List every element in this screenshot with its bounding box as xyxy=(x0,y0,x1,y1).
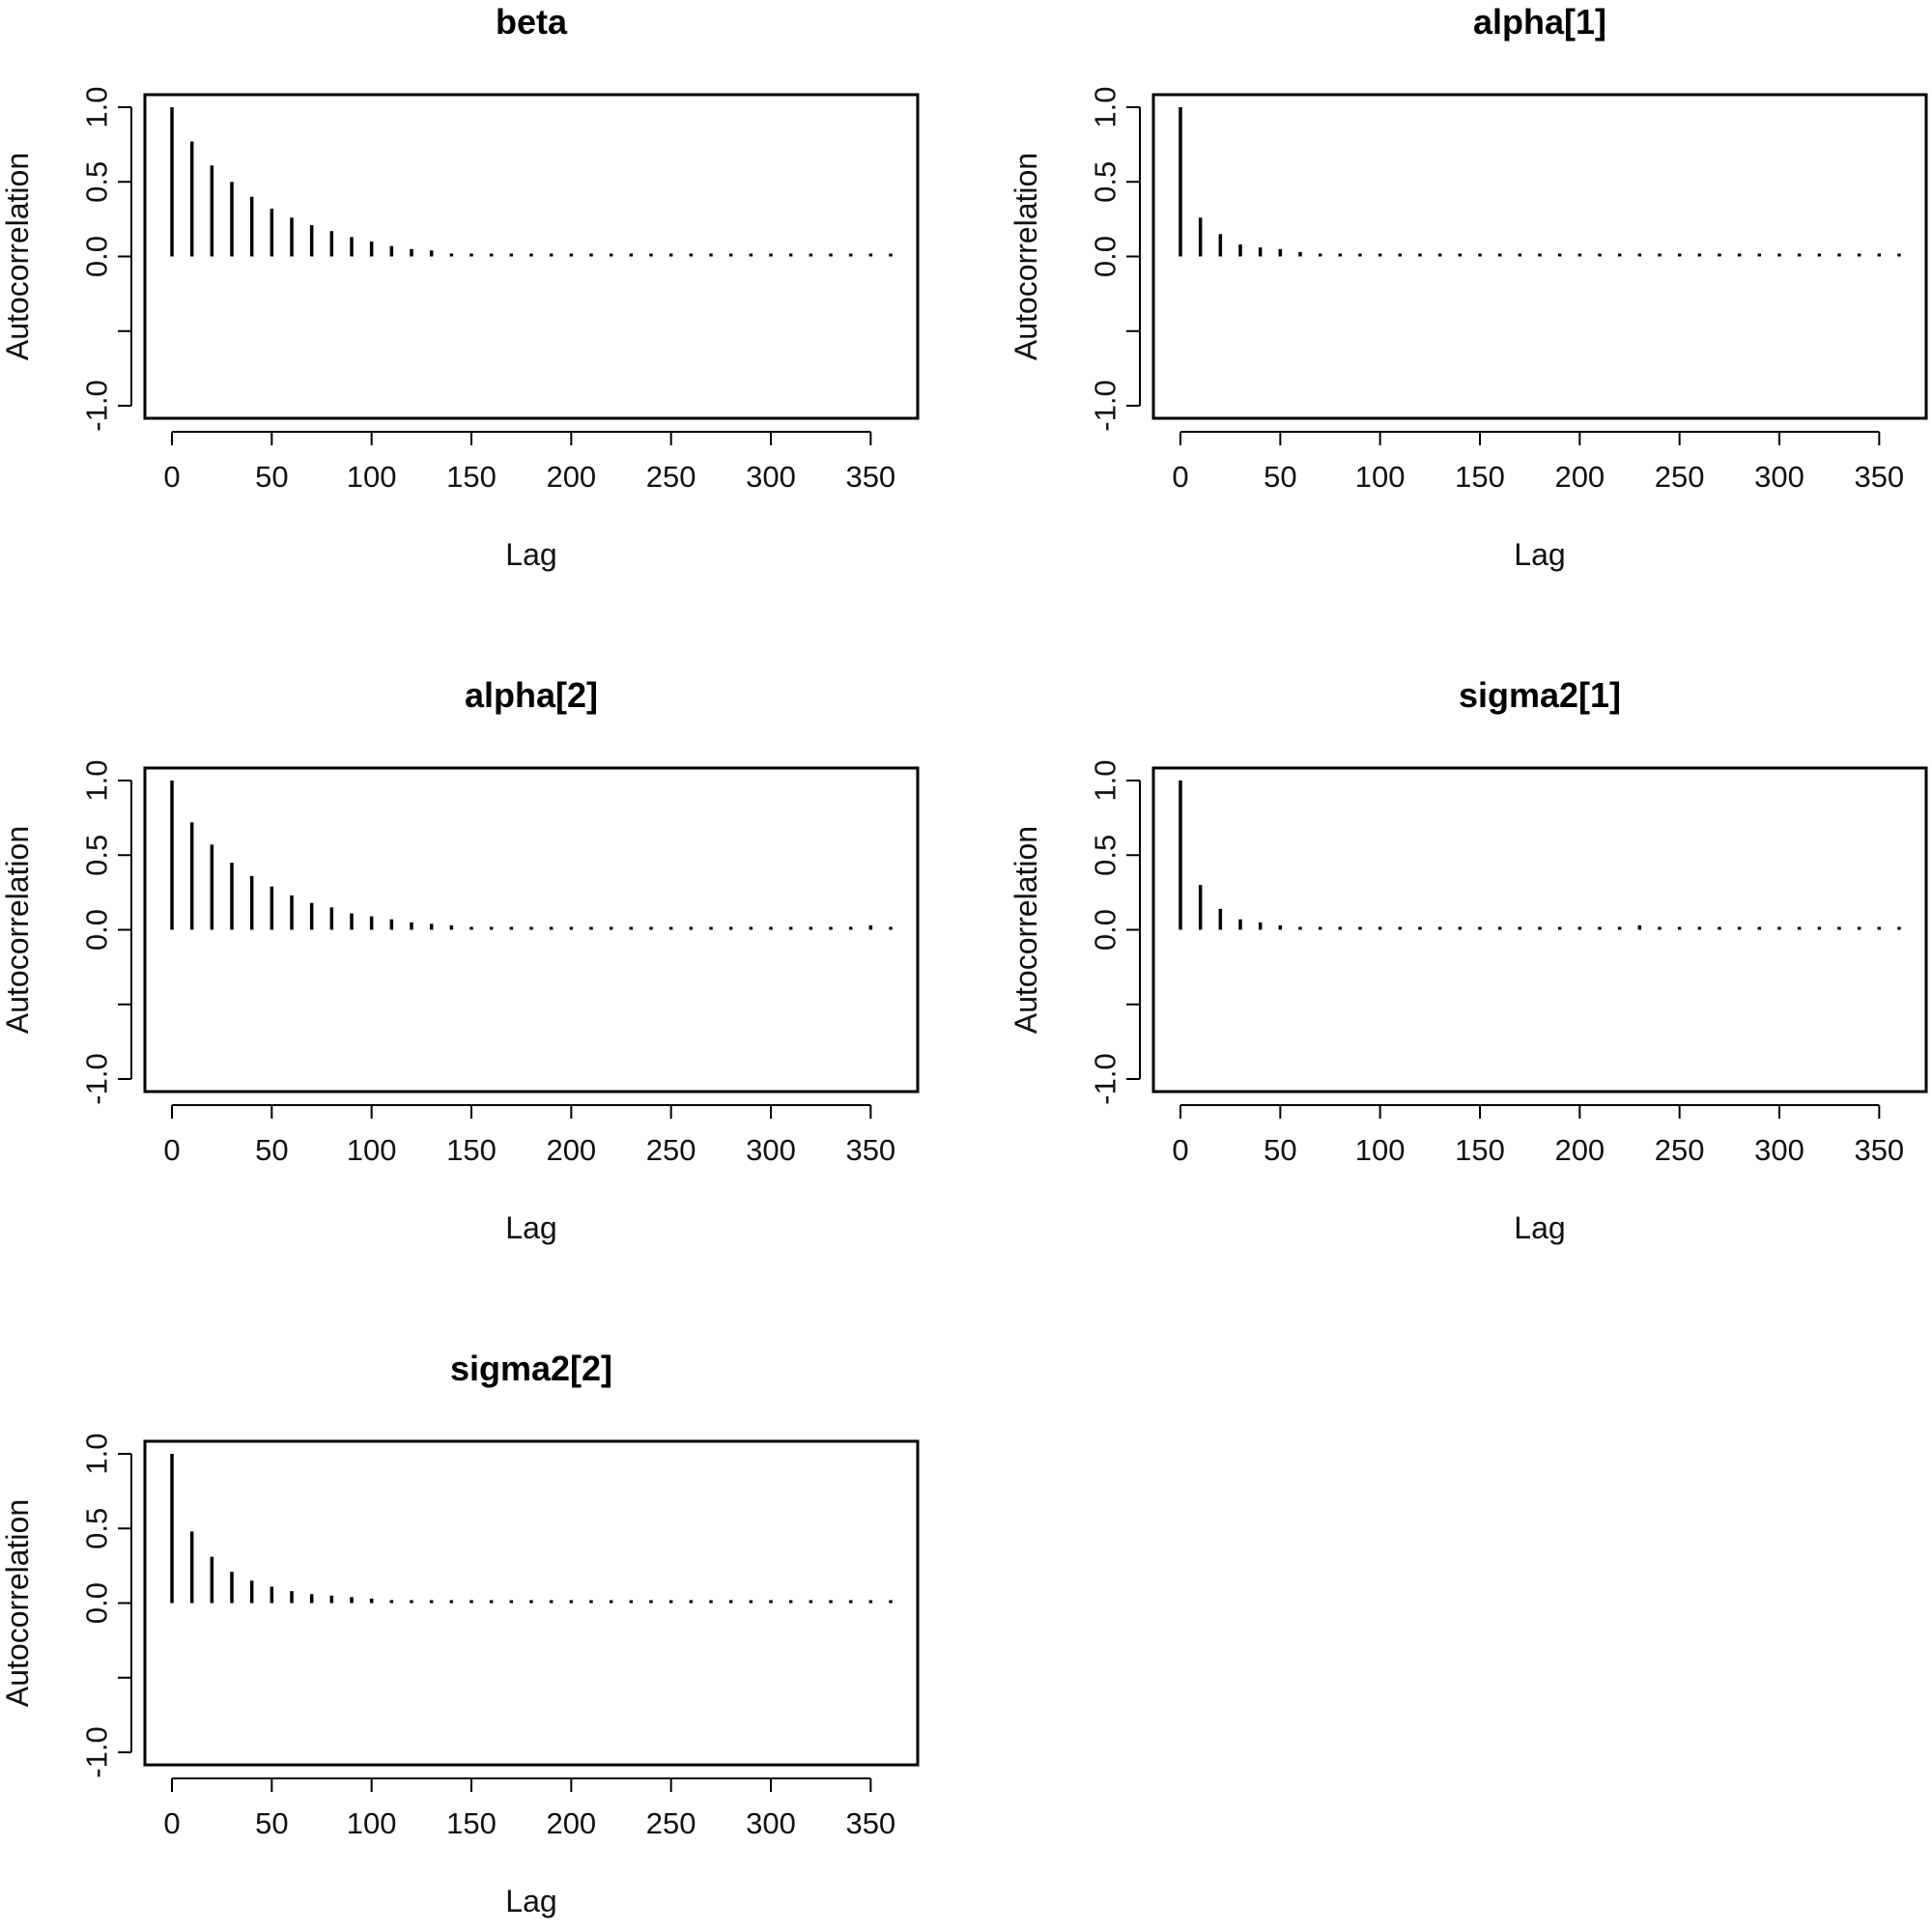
x-tick-label: 100 xyxy=(1355,460,1406,494)
y-tick-label: 0.5 xyxy=(1089,161,1122,203)
y-tick-label: -1.0 xyxy=(80,1053,114,1104)
chart-title: alpha[2] xyxy=(465,675,598,715)
chart-title: beta xyxy=(496,2,568,42)
x-tick-label: 300 xyxy=(746,1133,796,1167)
x-tick-label: 100 xyxy=(347,460,397,494)
y-axis-title: Autocorrelation xyxy=(0,1499,35,1707)
x-axis-title: Lag xyxy=(505,1210,556,1245)
y-tick-label: 1.0 xyxy=(1089,86,1122,128)
x-tick-label: 150 xyxy=(1455,1133,1505,1167)
x-tick-label: 250 xyxy=(646,1806,696,1840)
acf-panel-5: sigma2[2] 0 50 100 150 200 250 300 350 -1.0 0.0 0.5… xyxy=(0,1349,920,1918)
x-tick-label: 50 xyxy=(1264,460,1296,494)
y-tick-label: 0.0 xyxy=(1089,236,1122,277)
x-tick-label: 150 xyxy=(446,1806,497,1840)
acf-panel-1: beta 0 50 100 150 200 250 300 350 -1.0 0.0 0.5 1.0 La… xyxy=(0,2,920,572)
y-tick-label: 1.0 xyxy=(1089,759,1122,801)
x-tick-label: 50 xyxy=(1264,1133,1296,1167)
x-axis-title: Lag xyxy=(1514,1210,1565,1245)
x-tick-label: 0 xyxy=(163,1133,180,1167)
x-tick-label: 300 xyxy=(1754,1133,1804,1167)
x-tick-label: 0 xyxy=(1172,1133,1188,1167)
y-tick-label: 0.0 xyxy=(1089,909,1122,951)
y-tick-label: 0.0 xyxy=(80,236,114,277)
y-tick-label: 1.0 xyxy=(80,759,114,801)
x-axis-title: Lag xyxy=(505,1884,556,1918)
x-tick-label: 200 xyxy=(1554,460,1605,494)
x-tick-label: 200 xyxy=(546,1133,596,1167)
x-tick-label: 0 xyxy=(163,1806,180,1840)
x-tick-label: 250 xyxy=(646,1133,696,1167)
plot-frame xyxy=(1151,766,1928,1094)
x-tick-label: 350 xyxy=(1854,460,1904,494)
acf-panel-3: alpha[2] 0 50 100 150 200 250 300 350 -1.0 0.0 0.5 1… xyxy=(0,675,920,1245)
x-tick-label: 300 xyxy=(746,1806,796,1840)
x-tick-label: 150 xyxy=(1455,460,1505,494)
x-tick-label: 350 xyxy=(845,460,895,494)
x-tick-label: 250 xyxy=(1655,1133,1705,1167)
x-tick-label: 100 xyxy=(347,1806,397,1840)
y-tick-label: 0.5 xyxy=(1089,835,1122,876)
x-axis-title: Lag xyxy=(1514,537,1565,572)
x-tick-label: 350 xyxy=(845,1133,895,1167)
x-tick-label: 200 xyxy=(546,460,596,494)
y-tick-label: -1.0 xyxy=(80,1726,114,1777)
x-tick-label: 50 xyxy=(255,1133,288,1167)
y-axis-title: Autocorrelation xyxy=(0,826,35,1034)
chart-title: sigma2[1] xyxy=(1459,675,1621,715)
x-tick-label: 150 xyxy=(446,460,497,494)
plot-frame xyxy=(143,766,920,1094)
x-tick-label: 250 xyxy=(646,460,696,494)
x-tick-label: 100 xyxy=(347,1133,397,1167)
x-tick-label: 200 xyxy=(1554,1133,1605,1167)
x-tick-label: 0 xyxy=(1172,460,1188,494)
y-axis-title: Autocorrelation xyxy=(0,153,35,360)
x-tick-label: 100 xyxy=(1355,1133,1406,1167)
x-tick-label: 300 xyxy=(1754,460,1804,494)
y-axis-title: Autocorrelation xyxy=(1009,826,1043,1034)
plot-frame xyxy=(143,1439,920,1767)
x-tick-label: 350 xyxy=(845,1806,895,1840)
x-tick-label: 50 xyxy=(255,460,288,494)
y-axis-title: Autocorrelation xyxy=(1009,153,1043,360)
y-tick-label: 0.5 xyxy=(80,1508,114,1549)
y-tick-label: 0.5 xyxy=(80,161,114,203)
y-tick-label: -1.0 xyxy=(1089,380,1122,431)
y-tick-label: 0.0 xyxy=(80,1582,114,1624)
chart-title: sigma2[2] xyxy=(450,1349,612,1388)
x-tick-label: 0 xyxy=(163,460,180,494)
x-tick-label: 300 xyxy=(746,460,796,494)
y-tick-label: -1.0 xyxy=(80,380,114,431)
x-tick-label: 50 xyxy=(255,1806,288,1840)
plot-frame xyxy=(1151,93,1928,420)
plot-frame xyxy=(143,93,920,420)
y-tick-label: 0.0 xyxy=(80,909,114,951)
x-tick-label: 150 xyxy=(446,1133,497,1167)
x-tick-label: 200 xyxy=(546,1806,596,1840)
acf-panel-4: sigma2[1] 0 50 100 150 200 250 300 350 -1.0 0.0 0.5… xyxy=(1009,675,1928,1245)
acf-panel-2: alpha[1] 0 50 100 150 200 250 300 350 -1.0 0.0 0.5 1… xyxy=(1009,2,1928,572)
y-tick-label: -1.0 xyxy=(1089,1053,1122,1104)
x-axis-title: Lag xyxy=(505,537,556,572)
x-tick-label: 350 xyxy=(1854,1133,1904,1167)
y-tick-label: 0.5 xyxy=(80,835,114,876)
y-tick-label: 1.0 xyxy=(80,1433,114,1474)
x-tick-label: 250 xyxy=(1655,460,1705,494)
chart-title: alpha[1] xyxy=(1473,2,1606,42)
y-tick-label: 1.0 xyxy=(80,86,114,128)
